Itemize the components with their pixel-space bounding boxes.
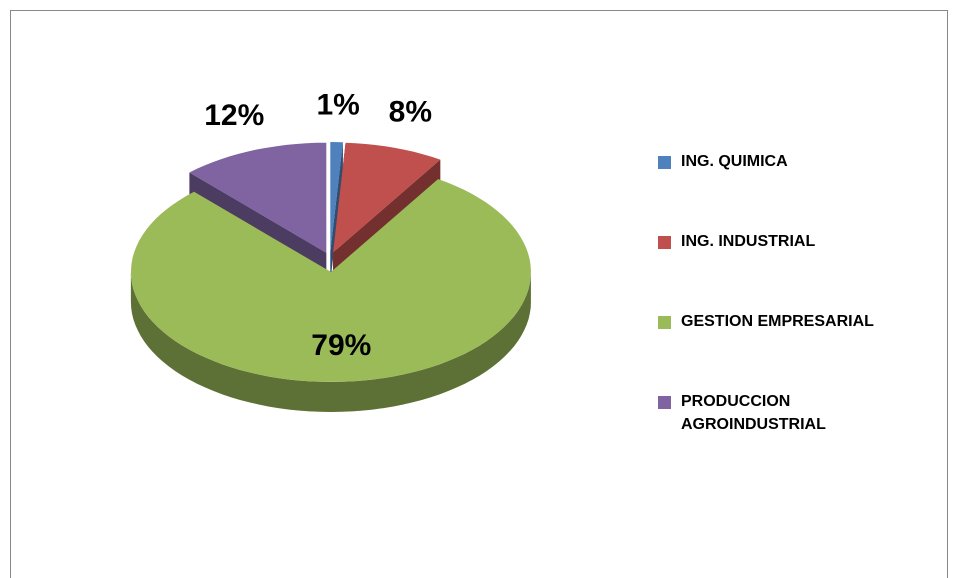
- legend-swatch: [658, 396, 671, 409]
- slice-side: [130, 272, 531, 412]
- slice-side-shade: [330, 142, 343, 282]
- pie-slice: [131, 179, 531, 382]
- legend-label: GESTION EMPRESARIAL: [681, 313, 874, 330]
- data-label: 12%: [204, 99, 264, 132]
- pie-tops: [131, 142, 531, 382]
- legend-label: PRODUCCION AGROINDUSTRIAL: [681, 393, 826, 433]
- legend-item: ING. QUIMICA: [658, 150, 908, 230]
- data-label: 1%: [316, 88, 359, 121]
- data-label: 8%: [389, 96, 432, 129]
- legend-label: ING. INDUSTRIAL: [681, 233, 816, 250]
- legend-swatch: [658, 156, 671, 169]
- legend-item: PRODUCCION AGROINDUSTRIAL: [658, 390, 908, 470]
- pie-slice: [189, 142, 327, 253]
- pie-slice: [330, 142, 343, 252]
- legend-label: ING. QUIMICA: [681, 153, 788, 170]
- data-label: 79%: [311, 329, 371, 362]
- slice-side-shade: [130, 272, 531, 412]
- legend-swatch: [658, 236, 671, 249]
- pie-slice: [333, 142, 441, 253]
- slice-side: [330, 142, 343, 282]
- legend-item: ING. INDUSTRIAL: [658, 230, 908, 310]
- legend: ING. QUIMICA ING. INDUSTRIAL GESTION EMPRE…: [658, 150, 908, 470]
- legend-item: GESTION EMPRESARIAL: [658, 310, 908, 390]
- legend-swatch: [658, 316, 671, 329]
